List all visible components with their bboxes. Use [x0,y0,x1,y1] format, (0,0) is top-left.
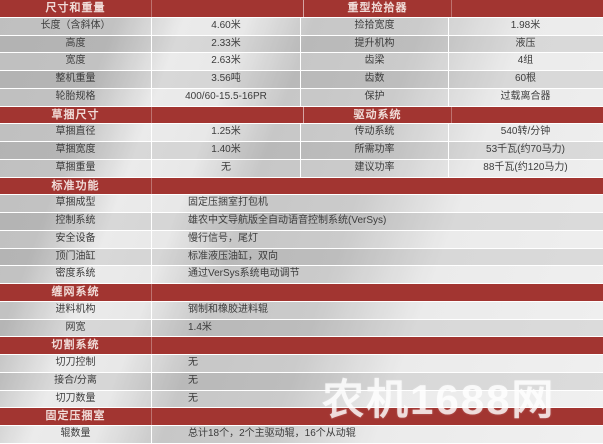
spec-value: 雄农中文导航版全自动语音控制系统(VerSys) [188,215,387,226]
row-engage-disengage: 接合/分离 无 [0,372,603,391]
spec-label: 宽度 [0,53,152,70]
row-safety-equipment: 安全设备 慢行信号，尾灯 [0,230,603,249]
spec-label: 捡拾宽度 [301,17,449,35]
spec-label: 切刀控制 [0,355,152,372]
row-bale-width: 草捆宽度 1.40米 所需功率 53千瓦(约70马力) [0,142,603,160]
row-bale-forming: 草捆成型 固定压捆室打包机 [0,195,603,213]
row-width: 宽度 2.63米 齿梁 4组 [0,53,603,71]
section-header-standard-features: 标准功能 [0,177,603,196]
spec-value: 400/60-15.5-16PR [152,88,301,106]
section-header-net-wrap: 缠网系统 [0,284,603,302]
spec-value: 88千瓦(约120马力) [483,161,568,173]
spec-value: 总计18个，2个主驱动辊，16个从动辊 [188,428,356,439]
spec-label: 草捆宽度 [0,142,152,159]
spec-value: 无 [188,374,198,386]
spec-label: 传动系统 [301,124,449,141]
section-header-heavy-pickup: 重型捡拾器 [304,0,452,17]
spec-value: 液压 [515,37,536,49]
spec-label: 整机重量 [0,71,152,88]
spec-value: 2.33米 [152,35,301,53]
header-filler [452,0,603,17]
spec-value: 1.40米 [152,142,301,159]
spec-value: 2.63米 [152,53,301,70]
section-header-row-top: 尺寸和重量 重型捡拾器 [0,0,603,18]
spec-label: 接合/分离 [0,372,152,390]
spec-label: 顶门油缸 [0,248,152,266]
spec-value: 无 [188,392,198,404]
spec-value: 53千瓦(约70马力) [486,144,565,155]
spec-label: 密度系统 [0,266,152,283]
row-machine-weight: 整机重量 3.56吨 齿数 60根 [0,71,603,89]
spec-label: 安全设备 [0,230,152,248]
row-control-system: 控制系统 雄农中文导航版全自动语音控制系统(VerSys) [0,213,603,231]
row-feed-mechanism: 进料机构 钢制和橡胶进料辊 [0,301,603,320]
spec-value: 4组 [517,55,534,67]
spec-value: 无 [188,357,198,368]
row-knife-count: 切刀数量 无 [0,390,603,409]
section-header-cutting-system: 切割系统 [0,337,603,355]
section-header-row-mid: 草捆尺寸 驱动系统 [0,106,603,125]
spec-label: 所需功率 [301,142,449,159]
section-header-label: 固定压捆室 [0,408,152,425]
spec-value: 固定压捆室打包机 [188,197,268,209]
spec-label: 草捆重量 [0,159,152,177]
spec-value: 过载离合器 [500,90,551,102]
row-length: 长度（含斜体） 4.60米 捡拾宽度 1.98米 [0,17,603,36]
spec-label: 切刀数量 [0,390,152,408]
spec-value: 1.25米 [152,124,301,141]
spec-value: 3.56吨 [152,71,301,88]
spec-label: 草捆成型 [0,195,152,212]
section-header-fixed-chamber: 固定压捆室 [0,408,603,426]
spec-value: 慢行信号，尾灯 [188,232,258,244]
header-filler [452,107,603,124]
spec-value: 1.4米 [188,321,212,333]
row-knife-control: 切刀控制 无 [0,355,603,373]
row-tire-spec: 轮胎规格 400/60-15.5-16PR 保护 过载离合器 [0,88,603,107]
spec-label: 轮胎规格 [0,88,152,106]
spec-value: 4.60米 [152,17,301,35]
section-header-label: 切割系统 [0,337,152,354]
row-net-width: 网宽 1.4米 [0,319,603,338]
spec-label: 控制系统 [0,213,152,230]
spec-label: 进料机构 [0,301,152,319]
spec-label: 保护 [301,88,449,106]
header-filler [152,0,304,17]
row-roller-count: 辊数量 总计18个，2个主驱动辊，16个从动辊 [0,426,603,444]
header-filler [152,178,603,195]
spec-value: 1.98米 [510,19,541,31]
header-filler [152,284,603,301]
spec-value: 540转/分钟 [500,126,551,138]
spec-label: 辊数量 [0,426,152,443]
row-height: 高度 2.33米 提升机构 液压 [0,35,603,54]
spec-value: 无 [152,159,301,177]
section-header-label: 缠网系统 [0,284,152,301]
section-header-label: 标准功能 [0,177,152,195]
spec-value: 钢制和橡胶进料辊 [188,303,268,315]
section-header-bale-size: 草捆尺寸 [0,106,152,124]
spec-label: 草捆直径 [0,124,152,141]
header-filler [152,408,603,425]
spec-label: 提升机构 [301,35,449,53]
spec-label: 建议功率 [301,159,449,177]
header-filler [152,337,603,354]
spec-label: 长度（含斜体） [0,17,152,35]
section-header-dimensions-weight: 尺寸和重量 [0,0,152,17]
row-tailgate-cylinder: 顶门油缸 标准液压油缸，双向 [0,248,603,267]
spec-value: 通过VerSys系统电动调节 [188,268,300,280]
row-density-system: 密度系统 通过VerSys系统电动调节 [0,266,603,284]
spec-value: 标准液压油缸，双向 [188,250,278,262]
spec-label: 齿梁 [301,53,449,70]
row-bale-diameter: 草捆直径 1.25米 传动系统 540转/分钟 [0,124,603,142]
spec-label: 高度 [0,35,152,53]
section-header-drive-system: 驱动系统 [304,106,452,124]
row-bale-weight: 草捆重量 无 建议功率 88千瓦(约120马力) [0,159,603,178]
spec-label: 齿数 [301,71,449,88]
spec-label: 网宽 [0,319,152,337]
spec-value: 60根 [514,73,537,84]
header-filler [152,106,304,124]
